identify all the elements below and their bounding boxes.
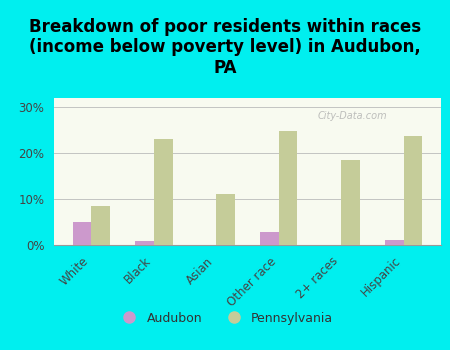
Bar bbox=[73, 222, 91, 245]
Bar bbox=[385, 240, 404, 245]
Legend: Audubon, Pennsylvania: Audubon, Pennsylvania bbox=[112, 307, 338, 330]
Bar bbox=[260, 232, 279, 245]
Bar bbox=[154, 139, 173, 245]
Bar bbox=[135, 241, 154, 245]
Bar bbox=[341, 160, 360, 245]
Text: Breakdown of poor residents within races
(income below poverty level) in Audubon: Breakdown of poor residents within races… bbox=[29, 18, 421, 77]
Bar bbox=[279, 131, 297, 245]
Bar bbox=[404, 136, 422, 245]
Text: City-Data.com: City-Data.com bbox=[317, 111, 387, 121]
Bar bbox=[216, 194, 235, 245]
Bar bbox=[91, 206, 110, 245]
